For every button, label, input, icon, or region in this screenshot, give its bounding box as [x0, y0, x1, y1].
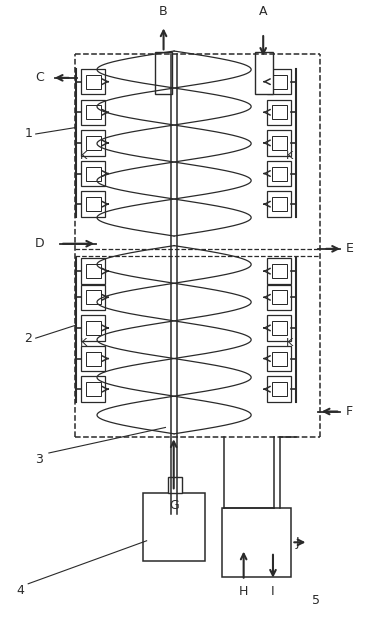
Bar — [155, 52, 172, 94]
Bar — [86, 382, 101, 396]
Text: 1: 1 — [24, 128, 32, 140]
Bar — [271, 136, 287, 150]
Bar — [267, 258, 291, 284]
Bar — [86, 352, 101, 366]
Text: B: B — [159, 5, 168, 18]
Bar — [81, 69, 105, 94]
Bar — [86, 136, 101, 150]
Bar — [222, 508, 291, 577]
Bar — [267, 346, 291, 371]
Bar — [81, 100, 105, 125]
Bar — [81, 191, 105, 217]
Bar — [81, 346, 105, 371]
Bar — [271, 197, 287, 211]
Bar — [267, 130, 291, 156]
Bar — [267, 191, 291, 217]
Bar — [267, 69, 291, 94]
Bar — [267, 161, 291, 186]
Bar — [86, 197, 101, 211]
Bar — [271, 167, 287, 181]
Bar — [86, 167, 101, 181]
Bar — [86, 264, 101, 278]
Bar — [86, 105, 101, 119]
Text: 5: 5 — [312, 595, 320, 607]
Text: K: K — [286, 151, 293, 161]
Text: I: I — [271, 585, 275, 598]
Text: 3: 3 — [36, 453, 43, 466]
Bar — [86, 290, 101, 304]
Bar — [271, 75, 287, 89]
Bar — [271, 382, 287, 396]
Bar — [81, 315, 105, 341]
Bar — [86, 75, 101, 89]
Bar — [267, 100, 291, 125]
Text: F: F — [346, 405, 353, 418]
Text: 2: 2 — [24, 332, 32, 345]
Text: A: A — [259, 5, 267, 18]
Bar — [81, 285, 105, 310]
Text: H: H — [239, 585, 248, 598]
Bar — [267, 315, 291, 341]
Bar — [255, 52, 273, 94]
Bar — [168, 477, 182, 493]
Text: C: C — [36, 71, 44, 84]
Text: 4: 4 — [17, 584, 24, 597]
Bar — [267, 376, 291, 402]
Bar — [271, 105, 287, 119]
Bar — [271, 264, 287, 278]
Text: K: K — [80, 151, 87, 161]
Text: G: G — [169, 499, 179, 512]
Text: E: E — [346, 242, 354, 255]
Bar — [143, 493, 205, 561]
Bar — [271, 321, 287, 335]
Text: D: D — [35, 237, 44, 250]
Text: K: K — [80, 338, 87, 348]
Bar — [81, 130, 105, 156]
Text: J: J — [295, 536, 299, 549]
Bar — [81, 258, 105, 284]
Bar — [271, 290, 287, 304]
Bar — [81, 161, 105, 186]
Text: K: K — [286, 338, 293, 348]
Bar — [86, 321, 101, 335]
Bar — [271, 352, 287, 366]
Bar — [81, 376, 105, 402]
Bar — [267, 285, 291, 310]
